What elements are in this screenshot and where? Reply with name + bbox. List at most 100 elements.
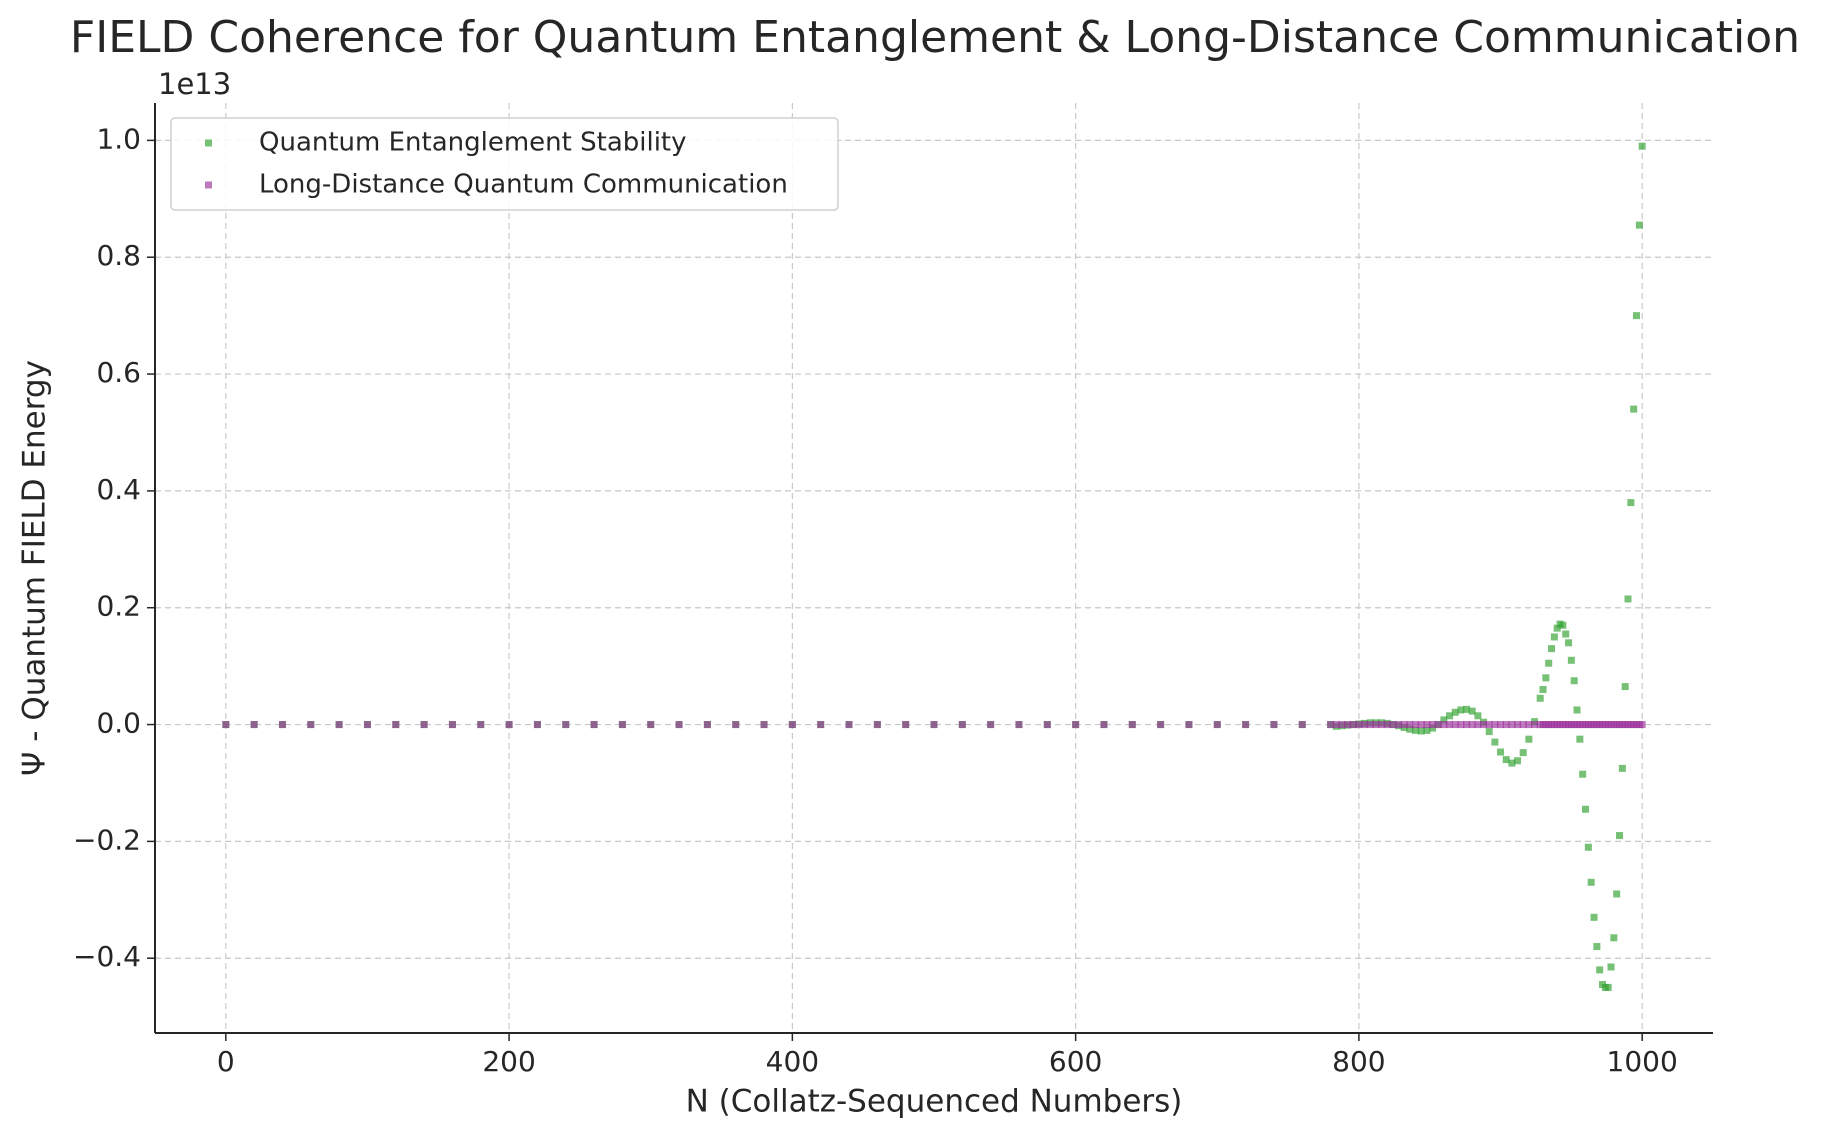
point (902, 721, 910, 729)
y-tick-label: 0.0 (96, 707, 141, 740)
point (1545, 659, 1553, 667)
point (1349, 721, 1357, 729)
point (1015, 721, 1023, 729)
point (1463, 705, 1471, 713)
point (1610, 934, 1618, 942)
point (1355, 721, 1363, 729)
point (1412, 721, 1420, 729)
point (222, 721, 230, 729)
point (1474, 721, 1482, 729)
point (1573, 706, 1581, 714)
y-tick-label: −0.2 (73, 823, 141, 856)
y-tick-label: 1.0 (96, 122, 141, 155)
point (1635, 221, 1643, 229)
point (363, 721, 371, 729)
point (1332, 721, 1340, 729)
point (307, 721, 315, 729)
point (250, 721, 258, 729)
point (1451, 708, 1459, 716)
point (1514, 721, 1522, 729)
point (1485, 721, 1493, 729)
point (392, 721, 400, 729)
point (1451, 721, 1459, 729)
point (278, 721, 286, 729)
point (1562, 630, 1570, 638)
point (1633, 312, 1641, 320)
legend-label: Long-Distance Quantum Communication (259, 170, 788, 200)
legend-marker (205, 139, 212, 147)
point (1361, 721, 1369, 729)
point (562, 721, 570, 729)
point (1565, 639, 1573, 647)
point (1344, 721, 1352, 729)
point (590, 721, 598, 729)
point (1553, 624, 1561, 632)
point (732, 721, 740, 729)
point (987, 721, 995, 729)
point (1596, 966, 1604, 974)
point (1406, 721, 1414, 729)
point (1613, 890, 1621, 898)
point (1542, 674, 1550, 682)
point (1446, 721, 1454, 729)
point (1468, 721, 1476, 729)
point (1298, 721, 1306, 729)
y-tick-label: 0.2 (96, 590, 141, 623)
point (1519, 721, 1527, 729)
point (1587, 878, 1595, 886)
point (1570, 677, 1578, 685)
point (1457, 706, 1465, 714)
point (335, 721, 343, 729)
point (1457, 721, 1465, 729)
point (1497, 721, 1505, 729)
point (1440, 716, 1448, 724)
point (873, 721, 881, 729)
point (1429, 721, 1437, 729)
point (1128, 721, 1136, 729)
point (1185, 721, 1193, 729)
series (222, 721, 1646, 729)
point (533, 721, 541, 729)
point (1395, 721, 1403, 729)
point (1043, 721, 1051, 729)
y-tick-label: −0.4 (73, 940, 141, 973)
y-tick-label: 0.4 (96, 473, 141, 506)
point (1242, 721, 1250, 729)
point (1440, 721, 1448, 729)
point (1582, 805, 1590, 813)
point (1100, 721, 1108, 729)
y-offset-label: 1e13 (158, 67, 231, 101)
point (1327, 721, 1335, 729)
point (1539, 686, 1547, 694)
x-tick-label: 400 (766, 1045, 819, 1078)
point (1417, 727, 1425, 735)
point (930, 721, 938, 729)
point (1630, 405, 1638, 413)
x-tick-label: 200 (482, 1045, 535, 1078)
point (1378, 721, 1386, 729)
point (1584, 843, 1592, 851)
point (1624, 595, 1632, 603)
point (1502, 721, 1510, 729)
point (845, 721, 853, 729)
point (1514, 757, 1522, 765)
point (1491, 721, 1499, 729)
point (1372, 721, 1380, 729)
point (1638, 142, 1646, 150)
point (1525, 721, 1533, 729)
point (1406, 725, 1414, 733)
point (1497, 748, 1505, 756)
point (618, 721, 626, 729)
point (1559, 621, 1567, 629)
point (817, 721, 825, 729)
point (1474, 712, 1482, 720)
point (647, 721, 655, 729)
point (505, 721, 513, 729)
point (1480, 721, 1488, 729)
point (1417, 721, 1425, 729)
point (1446, 712, 1454, 720)
point (1593, 943, 1601, 951)
point (760, 721, 768, 729)
point (1525, 735, 1533, 743)
point (1502, 756, 1510, 764)
